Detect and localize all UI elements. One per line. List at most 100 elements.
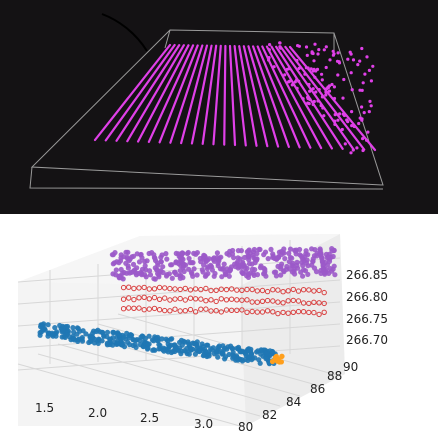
scatter-point — [169, 336, 175, 342]
grid-line — [17, 345, 341, 371]
scatter-point — [322, 271, 328, 277]
scatter-point — [254, 288, 260, 294]
scatter-point — [167, 297, 173, 303]
scatter-point — [350, 124, 354, 128]
scatter-point — [221, 261, 227, 267]
scan-line — [270, 45, 334, 150]
scatter-point — [204, 257, 211, 263]
scatter-point — [104, 340, 110, 346]
scatter-point — [285, 67, 289, 71]
scatter-point — [329, 248, 335, 254]
scatter-point — [256, 357, 262, 363]
scatter-point — [338, 112, 342, 116]
scatter-point — [159, 336, 165, 342]
scatter-point — [116, 273, 122, 279]
scatter-point — [177, 286, 183, 293]
scatter-point — [53, 333, 59, 339]
scatter-point — [239, 297, 245, 303]
scatter-point — [322, 114, 326, 118]
scatter-point — [187, 306, 194, 313]
scatter-point — [219, 266, 225, 272]
scatter-point — [274, 256, 280, 262]
top-camera-curve — [101, 13, 148, 52]
scatter-point — [290, 83, 294, 87]
scatter-point — [295, 288, 302, 294]
y-tick-label: 86 — [310, 382, 325, 396]
scatter-point — [262, 249, 269, 255]
scatter-point — [154, 335, 160, 342]
scatter-point — [285, 298, 291, 304]
scatter-point — [298, 269, 304, 275]
scatter-point — [311, 69, 315, 73]
scatter-point — [156, 284, 163, 291]
scatter-point — [123, 249, 129, 255]
scan-line — [284, 45, 366, 151]
scatter-point — [227, 267, 233, 274]
scatter-point — [154, 260, 161, 266]
scatter-point — [120, 284, 127, 291]
scatter-point — [285, 288, 291, 294]
scatter-point — [317, 88, 321, 92]
scatter-point — [187, 287, 194, 293]
scatter-point — [202, 346, 208, 352]
scatter-point — [249, 308, 255, 315]
scatter-point — [280, 289, 286, 295]
scatter-point — [136, 305, 142, 311]
scatter-point — [306, 101, 310, 105]
scatter-point — [161, 348, 167, 354]
scatter-point — [268, 43, 272, 47]
scatter-point — [295, 78, 299, 82]
scatter-point — [305, 263, 311, 269]
scatter-point — [293, 80, 297, 84]
scatter-point — [332, 96, 337, 101]
scatter-point — [239, 269, 245, 275]
scatter-point — [295, 308, 302, 315]
scatter-point — [267, 48, 271, 52]
scatter-point — [314, 69, 318, 73]
scatter-point — [229, 251, 236, 257]
scatter-point — [269, 349, 276, 355]
scatter-point — [228, 286, 235, 292]
scatter-point — [301, 97, 305, 101]
scatter-point — [177, 308, 183, 314]
scatter-point — [171, 269, 178, 275]
scatter-point — [349, 71, 353, 75]
scatter-point — [186, 351, 192, 357]
scatter-point — [311, 87, 315, 91]
scan-line — [104, 43, 176, 142]
scatter-point — [204, 266, 210, 272]
scatter-point — [110, 329, 116, 335]
scatter-point — [181, 338, 187, 344]
scatter-point — [203, 285, 209, 292]
scatter-point — [121, 254, 127, 260]
scatter-point — [151, 255, 158, 261]
scan-line — [279, 45, 355, 151]
scatter-point — [127, 342, 133, 348]
scan-line — [242, 45, 269, 148]
scatter-point — [336, 118, 340, 122]
scatter-point — [269, 358, 276, 365]
scatter-point — [93, 328, 99, 335]
scatter-point — [213, 287, 219, 294]
scatter-point — [254, 299, 260, 305]
scatter-point — [324, 45, 328, 49]
scatter-point — [52, 325, 58, 331]
scatter-point — [327, 84, 331, 88]
scatter-point — [113, 267, 119, 273]
scatter-point — [308, 98, 312, 102]
scatter-point — [208, 346, 214, 352]
scatter-point — [180, 275, 186, 281]
scatter-point — [226, 273, 232, 279]
scatter-point — [233, 264, 239, 270]
scatter-point — [96, 336, 102, 342]
scatter-point — [305, 271, 311, 277]
scatter-point — [350, 88, 354, 92]
scatter-point — [182, 308, 189, 314]
scan-line — [256, 45, 301, 149]
scatter-point — [309, 246, 315, 252]
scatter-point — [258, 351, 264, 357]
scan-line — [238, 45, 258, 147]
scatter-point — [79, 338, 86, 344]
scatter-point — [163, 251, 169, 257]
scatter-point — [275, 287, 281, 293]
